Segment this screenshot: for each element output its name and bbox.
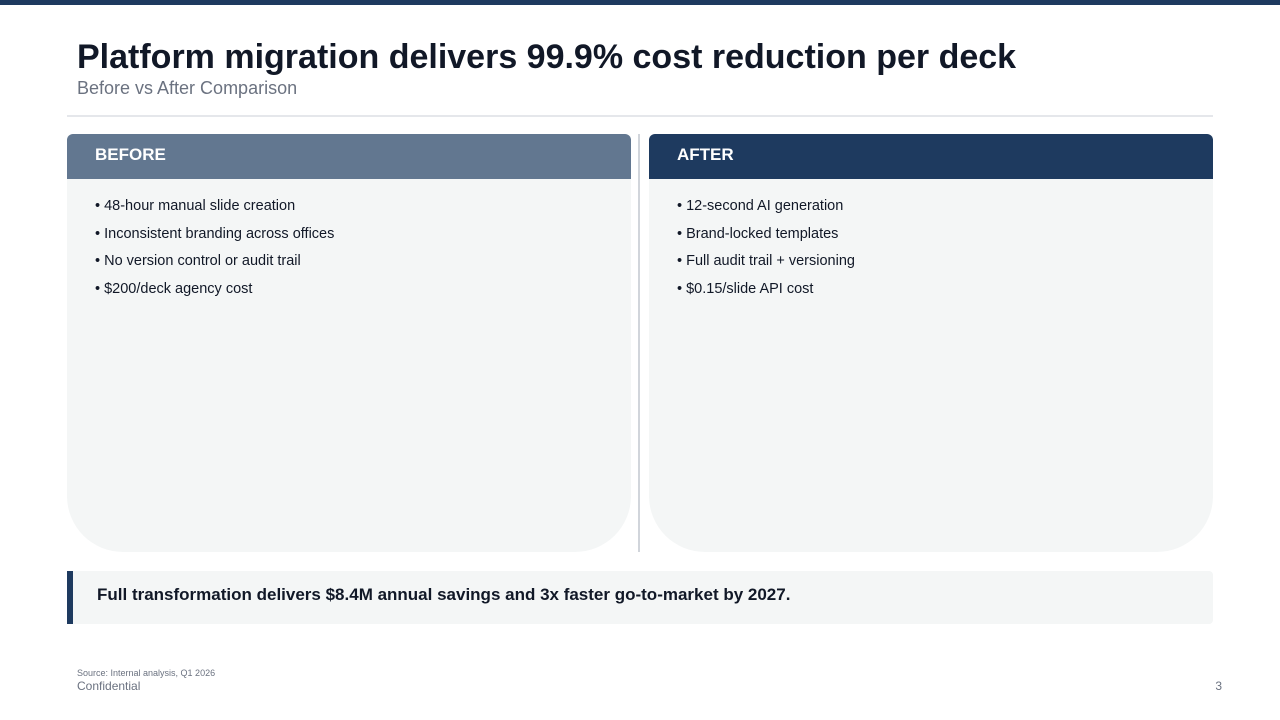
bullet-item: • Inconsistent branding across offices	[95, 225, 335, 242]
confidential-label: Confidential	[77, 679, 141, 693]
before-panel: BEFORE • 48-hour manual slide creation • …	[67, 134, 631, 552]
bullet-item: • $0.15/slide API cost	[677, 280, 814, 297]
bullet-list: • 12-second AI generation • Brand-locked …	[649, 179, 1213, 306]
vertical-divider	[638, 134, 640, 552]
subtitle: Before vs After Comparison	[77, 78, 298, 98]
bullet-item: • $200/deck agency cost	[95, 280, 253, 297]
bullet-item: • Brand-locked templates	[677, 225, 839, 242]
callout: Full transformation delivers $8.4M annua…	[67, 571, 1213, 624]
divider	[67, 115, 1213, 117]
bullet-item: • Full audit trail + versioning	[677, 253, 855, 269]
bullet-item: • No version control or audit trail	[95, 253, 301, 269]
after-panel: AFTER • 12-second AI generation • Brand-l…	[649, 134, 1213, 552]
title: Platform migration delivers 99.9% cost r…	[77, 38, 1017, 76]
bullet-item: • 12-second AI generation	[677, 198, 844, 214]
panel-heading: AFTER	[649, 134, 1213, 179]
panel-heading: BEFORE	[67, 134, 631, 179]
top-bar	[0, 0, 1280, 5]
bullet-list: • 48-hour manual slide creation • Inconsi…	[67, 179, 631, 306]
page-number: 3	[1215, 679, 1222, 693]
bullet-item: • 48-hour manual slide creation	[95, 198, 296, 214]
callout-text: Full transformation delivers $8.4M annua…	[97, 585, 791, 604]
source-note: Source: Internal analysis, Q1 2026	[77, 668, 216, 678]
